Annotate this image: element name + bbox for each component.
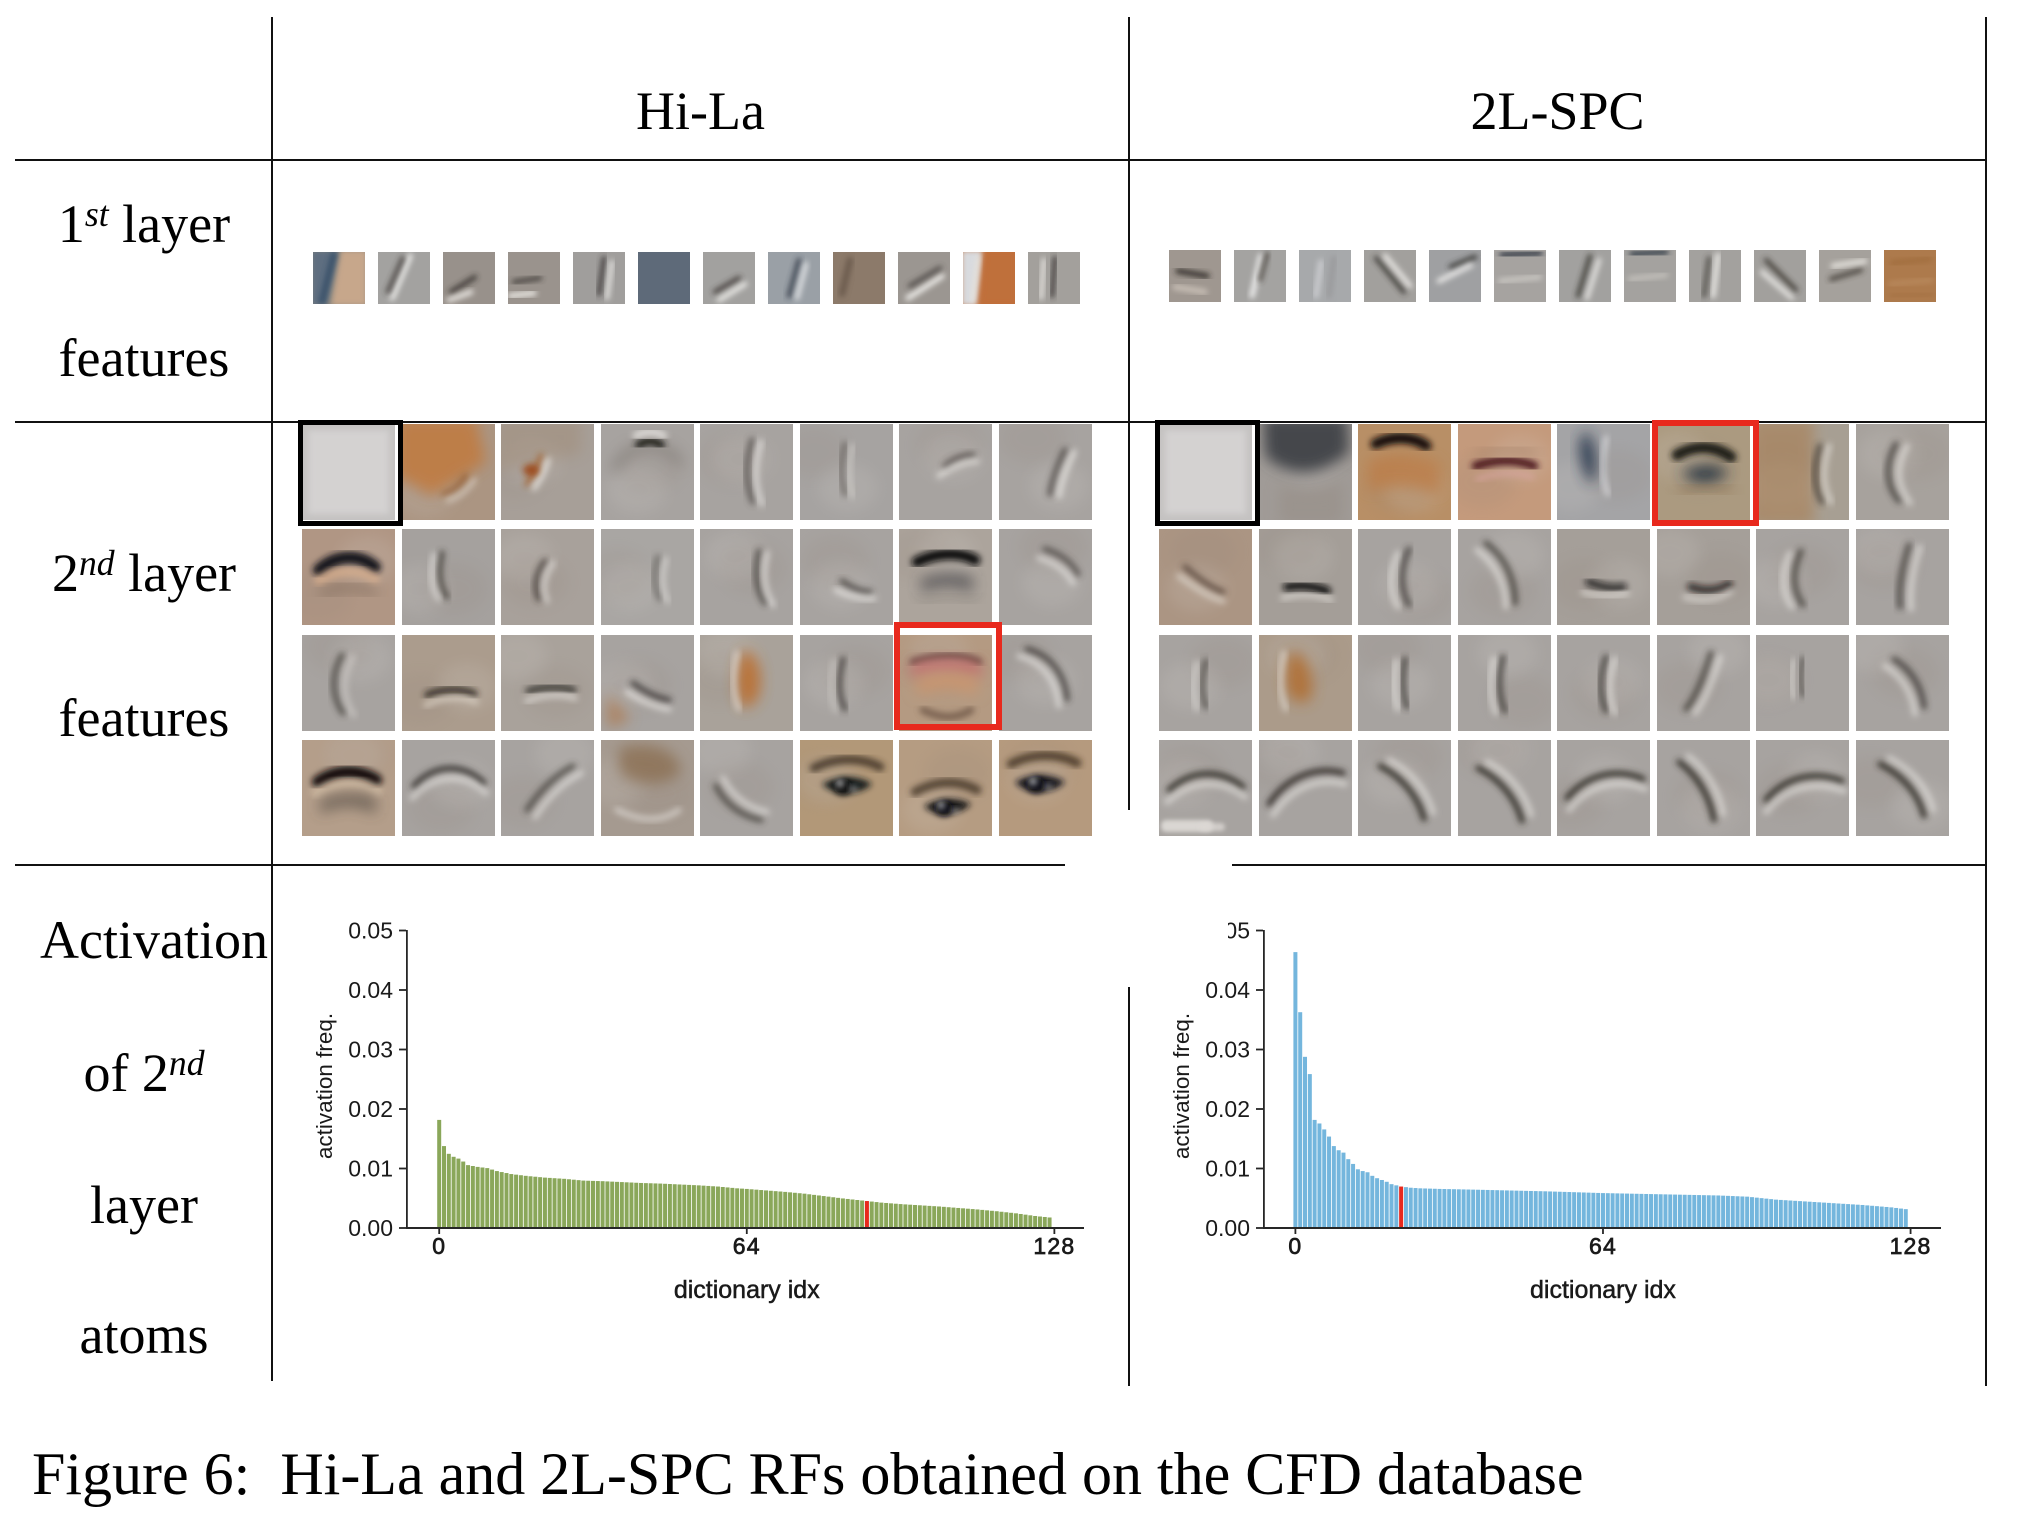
svg-text:0.03: 0.03 xyxy=(1205,1037,1250,1063)
svg-text:0.05: 0.05 xyxy=(348,918,393,944)
svg-text:0.04: 0.04 xyxy=(1205,977,1250,1003)
svg-text:128: 128 xyxy=(1033,1233,1075,1259)
svg-text:activation freq.: activation freq. xyxy=(1169,1013,1194,1159)
svg-text:0.01: 0.01 xyxy=(348,1156,393,1182)
svg-text:0.03: 0.03 xyxy=(348,1037,393,1063)
svg-text:activation freq.: activation freq. xyxy=(312,1013,337,1159)
svg-text:dictionary idx: dictionary idx xyxy=(674,1276,820,1304)
svg-text:0.02: 0.02 xyxy=(348,1096,393,1122)
svg-text:128: 128 xyxy=(1890,1233,1932,1259)
svg-text:64: 64 xyxy=(733,1233,761,1259)
svg-text:0.04: 0.04 xyxy=(348,977,393,1003)
svg-text:0.00: 0.00 xyxy=(1205,1215,1250,1241)
svg-text:0.00: 0.00 xyxy=(348,1215,393,1241)
svg-text:0.01: 0.01 xyxy=(1205,1156,1250,1182)
svg-text:dictionary idx: dictionary idx xyxy=(1530,1276,1676,1304)
svg-text:0.02: 0.02 xyxy=(1205,1096,1250,1122)
svg-text:0: 0 xyxy=(432,1233,446,1259)
svg-text:64: 64 xyxy=(1589,1233,1617,1259)
svg-text:0: 0 xyxy=(1288,1233,1302,1259)
